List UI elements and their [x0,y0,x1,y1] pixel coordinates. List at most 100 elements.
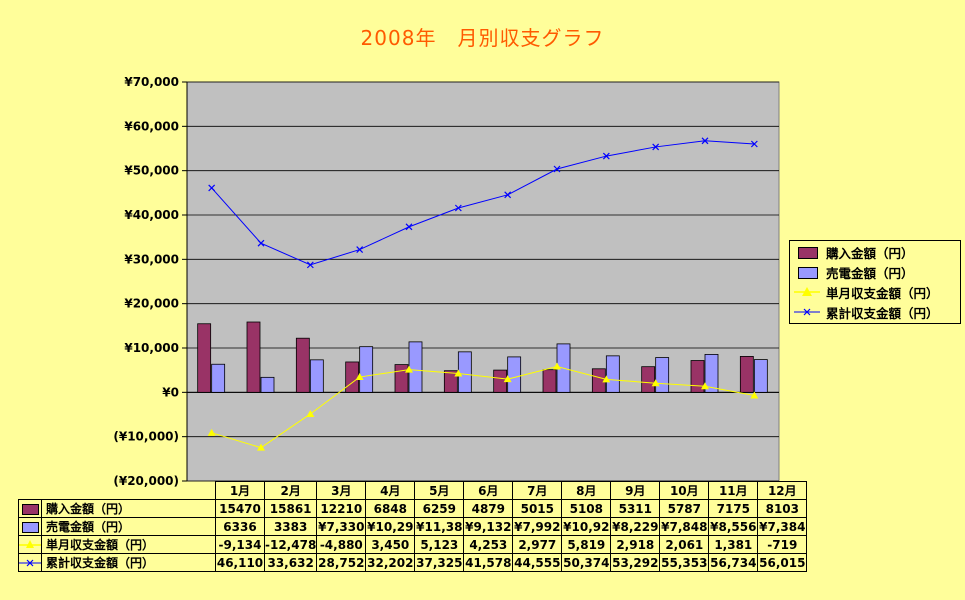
legend-marker-monthly [794,285,820,299]
table-cell: 32,202 [365,553,416,572]
table-header-cell: 7月 [512,481,563,500]
table-header-cell: 6月 [463,481,514,500]
table-header-cell: 4月 [365,481,416,500]
legend-item-monthly: 単月収支金額（円） [794,283,939,301]
legend: 購入金額（円） 売電金額（円） 単月収支金額（円） 累計収支金額（円） [789,240,961,324]
data-table: 1月 2月 3月 4月 5月 6月 7月 8月 9月 10月 11月 12月 購入金額（円） 1547… [18,481,808,572]
legend-label-monthly: 単月収支金額（円） [826,285,939,301]
bar-sale [753,359,768,393]
legend-marker-cumulative [794,305,820,319]
bar-sale [655,357,670,393]
point-cumulative [257,239,265,247]
table-cell: 4,253 [463,535,514,554]
table-cell: 2,061 [659,535,710,554]
point-cumulative [405,223,413,231]
legend-item-sale: 売電金額（円） [794,263,914,281]
bar-sale [309,359,324,393]
table-cell: 56,734 [708,553,759,572]
table-header-cell: 12月 [757,481,808,500]
table-row-sale: 売電金額（円） 6336 3383 ¥7,330 ¥10,29 ¥11,38 ¥9,132… [18,517,808,536]
table-label-cumulative: 累計収支金額（円） [41,553,216,572]
bar-sale [408,341,423,393]
point-cumulative [602,152,610,160]
legend-swatch-sale [794,265,820,279]
point-monthly [553,362,561,370]
table-cell: 6336 [215,517,265,536]
table-cell: 33,632 [263,553,318,572]
table-cell: 5,123 [414,535,465,554]
bar-purchase [443,370,458,393]
bar-purchase [641,366,656,393]
table-cell: 37,325 [414,553,465,572]
table-cell: 2,977 [512,535,563,554]
point-cumulative [504,191,512,199]
chart-title: 2008年 月別収支グラフ [360,26,605,50]
point-monthly [405,365,413,373]
table-cell: -4,880 [316,535,367,554]
table-label-purchase: 購入金額（円） [41,499,216,518]
table-header-cell: 10月 [659,481,710,500]
table-cell: 15470 [215,499,265,518]
table-label-monthly: 単月収支金額（円） [41,535,216,554]
line-cumulative [211,140,755,266]
table-cell: 5,819 [561,535,612,554]
table-cell: 7175 [708,499,759,518]
table-cell: ¥8,556 [708,517,759,536]
point-monthly [454,369,463,377]
table-cell: 41,578 [463,553,514,572]
table-cell: ¥11,38 [414,517,465,536]
table-swatch-purchase [18,499,42,518]
y-tick-label: ¥10,000 [124,341,179,355]
bar-purchase [739,356,754,393]
table-cell: ¥8,229 [610,517,661,536]
bar-purchase [197,323,212,393]
bar-purchase [542,369,557,393]
table-row-cumulative: 累計収支金額（円） 46,110 33,632 28,752 32,202 37,325… [18,553,808,572]
table-cell: ¥7,848 [659,517,710,536]
y-tick-label: ¥70,000 [124,75,179,89]
legend-item-cumulative: 累計収支金額（円） [794,303,939,321]
table-cell: 6259 [414,499,465,518]
bar-sale [704,354,719,393]
table-cell: ¥10,92 [561,517,612,536]
table-cell: 4879 [463,499,514,518]
point-cumulative [750,140,758,148]
bar-purchase [690,360,705,393]
legend-label-sale: 売電金額（円） [826,265,914,281]
table-cell: 46,110 [215,553,265,572]
table-cell: 50,374 [561,553,612,572]
table-label-sale: 売電金額（円） [41,517,216,536]
table-cell: ¥9,132 [463,517,514,536]
table-row-purchase: 購入金額（円） 15470 15861 12210 6848 6259 4879 5015 5… [18,499,808,518]
table-cell: ¥7,330 [316,517,367,536]
table-marker-monthly [18,535,42,554]
table-header-cell: 3月 [316,481,367,500]
point-monthly [651,379,660,387]
bar-sale [457,351,472,393]
table-cell: -12,478 [263,535,318,554]
y-tick-label: (¥20,000) [113,474,179,488]
table-row-monthly: 単月収支金額（円） -9,134 -12,478 -4,880 3,450 5,123 4… [18,535,808,554]
table-header-cell: 9月 [610,481,661,500]
table-cell: ¥7,992 [512,517,563,536]
table-cell: 28,752 [316,553,367,572]
table-cell: 55,353 [659,553,710,572]
table-cell: ¥7,384 [757,517,808,536]
table-cell: 5108 [561,499,612,518]
point-monthly [602,375,611,383]
table-swatch-sale [18,517,42,536]
point-cumulative [701,137,709,145]
point-cumulative [454,204,462,212]
point-cumulative [356,246,364,253]
point-monthly [355,373,364,381]
bar-purchase [345,361,360,393]
table-cell: -9,134 [215,535,265,554]
table-cell: 5787 [659,499,710,518]
table-header-cell: 11月 [708,481,759,500]
table-cell: 53,292 [610,553,661,572]
point-monthly [503,375,512,383]
table-header-cell: 1月 [215,481,265,500]
y-tick-label: ¥60,000 [124,119,179,133]
point-monthly [750,391,759,399]
legend-label-cumulative: 累計収支金額（円） [826,305,939,321]
